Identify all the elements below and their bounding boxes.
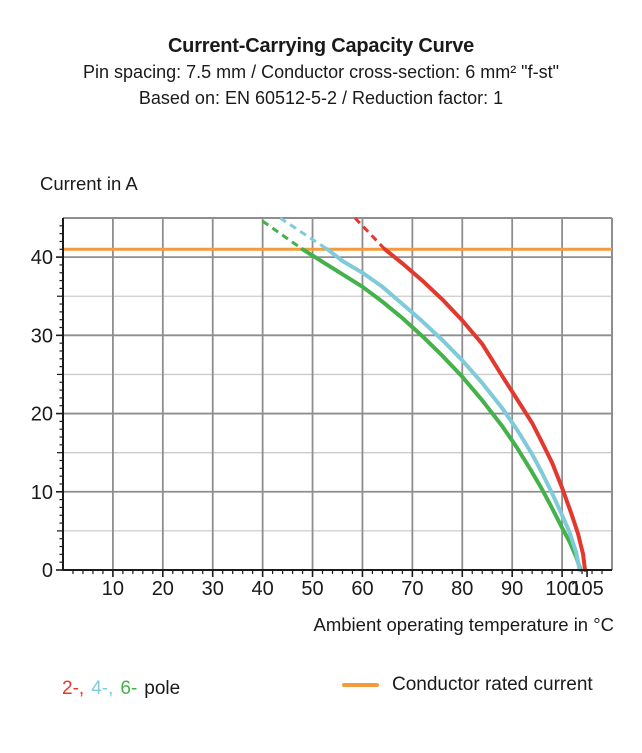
x-axis-title: Ambient operating temperature in °C: [313, 614, 614, 635]
y-tick-label: 30: [31, 325, 53, 347]
x-tick-label: 105: [570, 578, 603, 600]
legend-pole-suffix: pole: [144, 678, 181, 699]
x-tick-label: 60: [351, 578, 373, 600]
x-tick-label: 10: [102, 578, 124, 600]
x-tick-label: 30: [202, 578, 224, 600]
y-tick-label: 40: [31, 247, 53, 269]
legend-pole-2: 2-,: [62, 678, 85, 699]
x-tick-label: 40: [252, 578, 274, 600]
y-tick-label: 0: [42, 560, 53, 582]
rated-current-label: Conductor rated current: [392, 674, 593, 695]
chart-header: Current-Carrying Capacity Curve Pin spac…: [0, 33, 642, 111]
curve-2-pole-dashed: [353, 216, 386, 251]
legend-poles: 2-, 4-, 6- pole: [62, 678, 180, 700]
x-tick-label: 90: [501, 578, 523, 600]
chart-title: Current-Carrying Capacity Curve: [167, 35, 475, 57]
legend-pole-4: 4-,: [91, 678, 114, 699]
x-tick-label: 100: [545, 578, 578, 600]
legend-rated-current: Conductor rated current: [342, 674, 593, 696]
curve-4-pole: [325, 247, 582, 572]
curve-4-pole-dashed: [279, 216, 329, 251]
x-tick-label: 80: [451, 578, 473, 600]
legend-pole-6: 6-: [120, 678, 138, 699]
curve-6-pole-dashed: [261, 219, 304, 251]
x-tick-label: 70: [401, 578, 423, 600]
y-tick-label: 10: [31, 482, 53, 504]
x-tick-label: 50: [301, 578, 323, 600]
chart-subtitle-specs: Pin spacing: 7.5 mm / Conductor cross-se…: [83, 62, 559, 82]
chart-subtitle-standard: Based on: EN 60512-5-2 / Reduction facto…: [138, 88, 504, 108]
curve-2-pole: [382, 247, 587, 572]
curve-6-pole: [300, 247, 583, 572]
y-axis-title: Current in A: [40, 173, 138, 194]
y-tick-label: 20: [31, 404, 53, 426]
rated-current-swatch: [342, 683, 379, 687]
x-tick-label: 20: [152, 578, 174, 600]
